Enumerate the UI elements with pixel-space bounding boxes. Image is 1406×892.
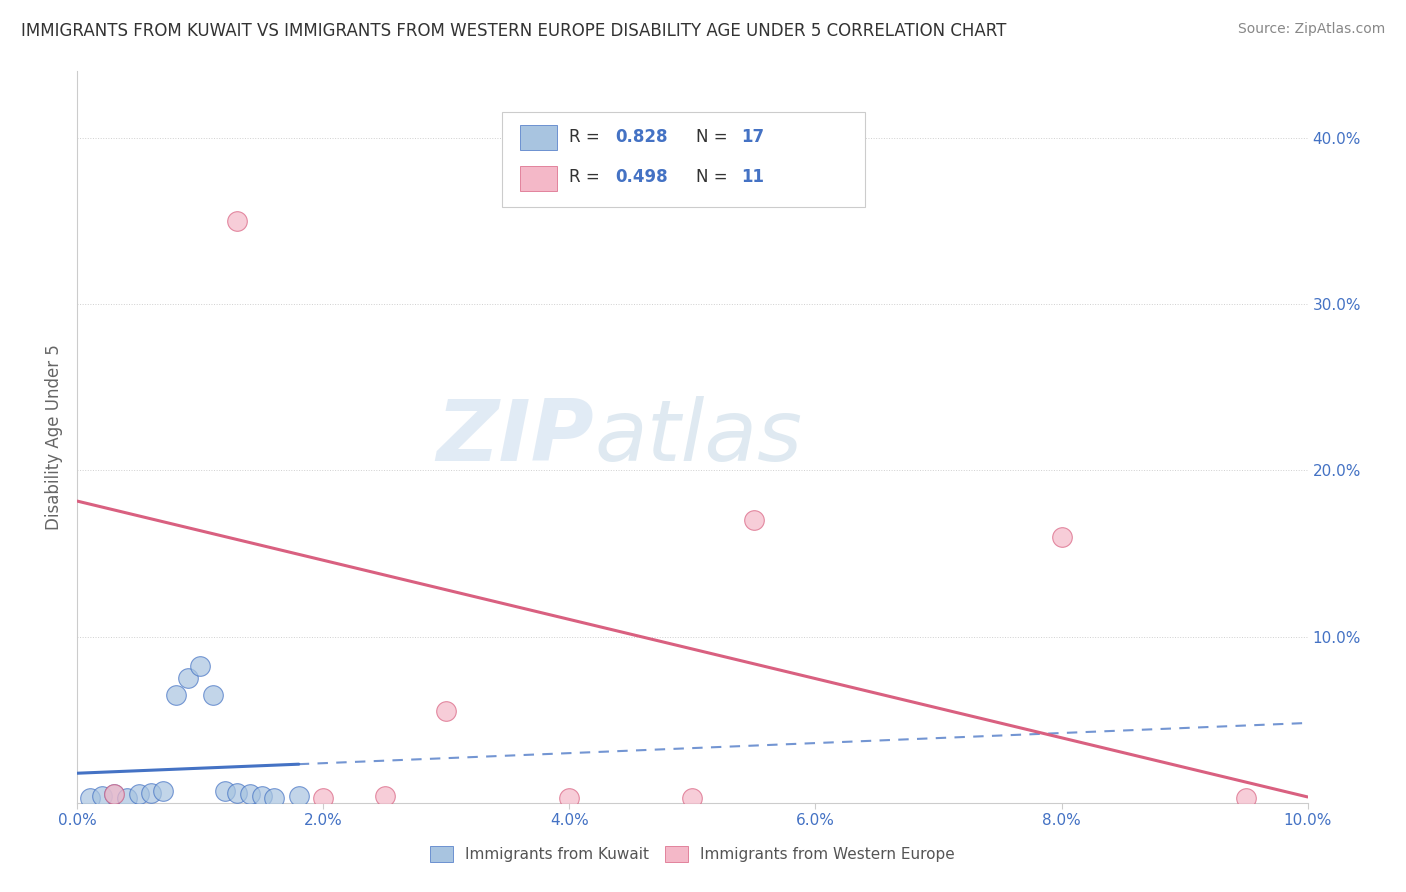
Text: ZIP: ZIP: [436, 395, 595, 479]
Point: [1234, 790, 1257, 805]
Point: [1050, 530, 1073, 544]
Point: [374, 789, 396, 804]
FancyBboxPatch shape: [520, 166, 557, 191]
Text: R =: R =: [569, 169, 606, 186]
Point: [250, 789, 273, 804]
Point: [558, 790, 581, 805]
Point: [201, 688, 224, 702]
Point: [226, 214, 249, 228]
Point: [165, 688, 187, 702]
Legend: Immigrants from Kuwait, Immigrants from Western Europe: Immigrants from Kuwait, Immigrants from …: [425, 840, 960, 868]
FancyBboxPatch shape: [502, 112, 865, 207]
Point: [79, 790, 101, 805]
Point: [115, 790, 138, 805]
Point: [103, 788, 125, 802]
Point: [436, 705, 458, 719]
Point: [312, 790, 335, 805]
Point: [103, 788, 125, 802]
Text: 11: 11: [742, 169, 765, 186]
Text: 17: 17: [742, 128, 765, 146]
Point: [128, 788, 150, 802]
Text: IMMIGRANTS FROM KUWAIT VS IMMIGRANTS FROM WESTERN EUROPE DISABILITY AGE UNDER 5 : IMMIGRANTS FROM KUWAIT VS IMMIGRANTS FRO…: [21, 22, 1007, 40]
Point: [188, 659, 212, 673]
Text: N =: N =: [696, 169, 733, 186]
Text: R =: R =: [569, 128, 606, 146]
Point: [141, 786, 163, 800]
Point: [152, 784, 174, 798]
Text: atlas: atlas: [595, 395, 801, 479]
Y-axis label: Disability Age Under 5: Disability Age Under 5: [45, 344, 63, 530]
FancyBboxPatch shape: [520, 126, 557, 151]
Text: N =: N =: [696, 128, 733, 146]
Point: [226, 786, 249, 800]
Point: [90, 789, 114, 804]
Point: [177, 671, 200, 685]
Point: [239, 788, 262, 802]
Point: [263, 790, 285, 805]
Point: [288, 789, 311, 804]
Point: [682, 790, 704, 805]
Point: [214, 784, 236, 798]
Text: 0.498: 0.498: [614, 169, 668, 186]
Text: 0.828: 0.828: [614, 128, 668, 146]
Point: [742, 513, 765, 527]
Text: Source: ZipAtlas.com: Source: ZipAtlas.com: [1237, 22, 1385, 37]
